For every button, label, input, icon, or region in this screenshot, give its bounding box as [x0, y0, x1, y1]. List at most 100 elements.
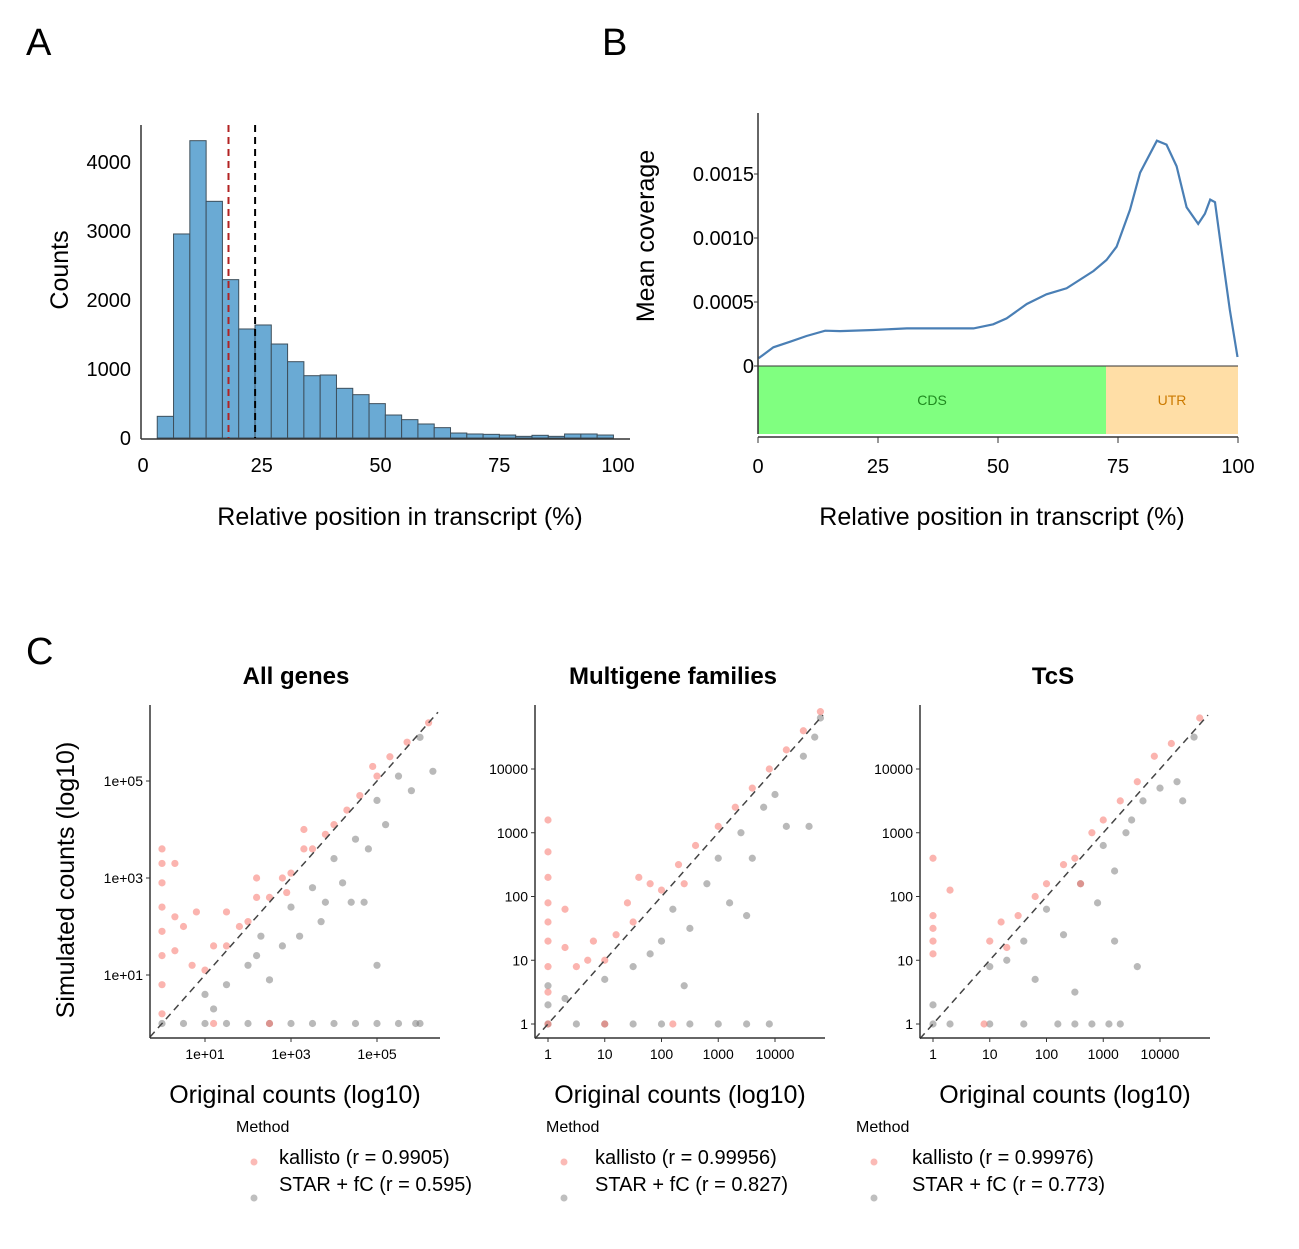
data-point	[330, 855, 338, 863]
histogram-bar	[352, 394, 370, 439]
x-tick-label: 1000	[703, 1046, 734, 1062]
data-point	[680, 880, 688, 888]
data-point	[584, 956, 592, 964]
data-point	[544, 937, 552, 945]
data-point	[601, 1020, 609, 1028]
data-point	[561, 905, 569, 913]
data-point	[929, 950, 937, 958]
data-point	[356, 791, 364, 800]
coverage-panel: CDS UTR 0 25 50 75 100 0 0.0005 0.0010 0.0015	[693, 113, 1255, 478]
y-tick-label: 100	[890, 889, 914, 905]
histogram-bar	[335, 387, 354, 439]
data-point	[686, 924, 694, 932]
data-point	[760, 803, 768, 811]
histogram-bar	[401, 419, 419, 439]
legend-swatch	[250, 1158, 258, 1166]
legend-swatch	[870, 1194, 878, 1202]
data-point	[210, 1005, 218, 1013]
scatter-xlabel: Original counts (log10)	[169, 1081, 421, 1109]
legend-title: Method	[856, 1119, 909, 1136]
histogram-bar	[433, 427, 452, 439]
data-point	[572, 963, 580, 971]
x-tick-label: 10000	[1141, 1046, 1180, 1062]
data-point	[222, 1019, 231, 1028]
data-point	[726, 899, 734, 907]
y-tick-label: 1	[905, 1016, 913, 1032]
scatter-title: TcS	[1032, 663, 1074, 690]
data-point	[544, 816, 552, 824]
histogram-bar	[319, 374, 337, 439]
data-point	[686, 1020, 694, 1028]
x-tick-label: 1e+05	[357, 1046, 397, 1062]
data-point	[997, 918, 1005, 926]
histogram-xlabel: Relative position in transcript (%)	[217, 503, 582, 531]
data-point	[657, 886, 666, 894]
data-point	[369, 762, 377, 771]
data-point	[629, 1020, 637, 1028]
x-tick-label: 100	[1035, 1046, 1059, 1062]
data-point	[771, 790, 779, 799]
data-point	[1133, 778, 1141, 786]
data-point	[222, 908, 231, 916]
data-point	[1150, 752, 1158, 760]
data-point	[635, 873, 643, 881]
x-tick-label: 25	[251, 455, 273, 477]
y-tick-label: 1	[520, 1016, 528, 1032]
data-point	[1003, 956, 1011, 964]
histogram-bar	[368, 403, 386, 439]
panel-label-a: A	[26, 22, 52, 64]
data-point	[351, 1019, 360, 1028]
scatter-panels: All genes 1e+01 1e+03 1e+05 1e+01 1e+03 1e+05 O…	[104, 663, 1210, 1202]
data-point	[278, 942, 286, 950]
x-tick-label: 10	[982, 1046, 998, 1062]
region-cds	[758, 366, 1106, 434]
data-point	[201, 1019, 209, 1028]
data-point	[544, 918, 552, 926]
data-point	[407, 787, 415, 795]
data-point	[1139, 797, 1147, 805]
data-point	[360, 898, 368, 906]
data-point	[171, 947, 179, 955]
data-point	[986, 963, 994, 971]
legend-swatch	[250, 1194, 258, 1202]
data-point	[674, 861, 683, 869]
histogram-bar	[580, 433, 598, 439]
scatter-ylabel: Simulated counts (log10)	[52, 742, 80, 1019]
data-point	[158, 845, 166, 853]
data-point	[561, 943, 569, 952]
legend-swatch	[560, 1158, 568, 1166]
data-point	[1196, 714, 1204, 722]
data-point	[799, 727, 807, 735]
data-point	[544, 1001, 552, 1009]
data-point	[782, 746, 790, 754]
data-point	[296, 932, 304, 940]
data-point	[339, 879, 347, 887]
data-point	[782, 822, 790, 830]
data-point	[1088, 829, 1096, 837]
data-point	[188, 961, 196, 969]
data-point	[544, 982, 552, 990]
data-point	[657, 937, 666, 945]
x-tick-label: 50	[987, 456, 1009, 478]
y-tick-label: 1000	[497, 825, 528, 841]
data-point	[158, 981, 166, 989]
legend-swatch	[870, 1158, 878, 1166]
series-star-fc	[158, 733, 437, 1028]
data-point	[1116, 1020, 1124, 1028]
data-point	[373, 1019, 381, 1028]
data-point	[629, 918, 637, 926]
data-point	[657, 1020, 666, 1028]
data-point	[1020, 1020, 1028, 1028]
y-tick-label: 1e+05	[104, 773, 144, 789]
y-tick-label: 0.0010	[693, 228, 754, 250]
data-point	[1122, 829, 1130, 837]
data-point	[394, 772, 403, 780]
data-point	[308, 845, 317, 853]
data-point	[192, 908, 200, 916]
data-point	[244, 918, 252, 926]
data-point	[589, 937, 598, 945]
y-tick-label: 1e+01	[104, 967, 144, 983]
data-point	[544, 873, 552, 881]
panel-label-b: B	[602, 22, 627, 64]
y-tick-label: 0	[743, 356, 754, 378]
